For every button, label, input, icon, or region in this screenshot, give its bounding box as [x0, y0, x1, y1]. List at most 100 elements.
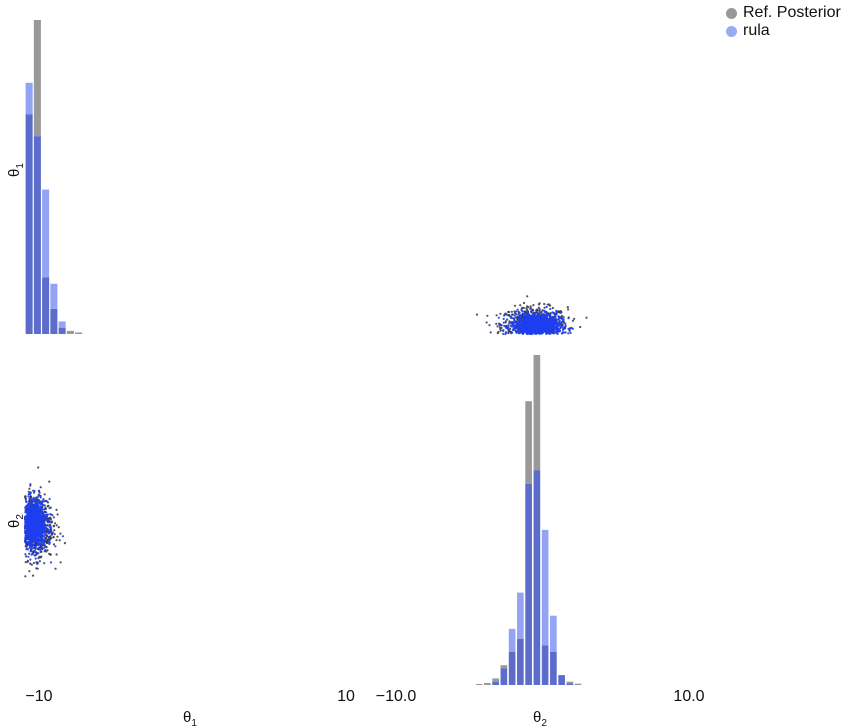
scatter-point-rula: [520, 323, 523, 326]
x-tick-label: 10: [337, 688, 355, 705]
scatter-point-rula: [567, 317, 570, 320]
scatter-point-ref-posterior: [496, 332, 499, 335]
scatter-point-rula: [36, 510, 39, 513]
scatter-point-rula: [25, 544, 28, 547]
scatter-point-rula: [537, 319, 541, 322]
scatter-point-ref-posterior: [29, 562, 32, 565]
scatter-point-rula: [535, 322, 538, 325]
scatter-point-rula: [31, 543, 34, 546]
x-tick-label: −10: [25, 688, 52, 705]
scatter-point-rula: [513, 321, 516, 324]
scatter-point-rula: [30, 544, 33, 548]
scatter-point-ref-posterior: [507, 314, 510, 317]
scatter-point-rula: [34, 557, 37, 560]
scatter-point-rula: [39, 546, 42, 549]
scatter-point-rula: [37, 494, 40, 497]
scatter-point-rula: [34, 546, 37, 549]
scatter-point-rula: [560, 325, 564, 328]
scatter-point-rula: [32, 547, 35, 550]
scatter-point-rula: [519, 313, 523, 317]
scatter-point-rula: [25, 538, 28, 541]
scatter-point-rula: [48, 541, 51, 544]
scatter-point-rula: [34, 504, 37, 507]
theta2-theta1-scatter: [23, 466, 66, 578]
legend-label: Ref. Posterior: [743, 4, 841, 21]
scatter-point-rula: [25, 527, 28, 530]
scatter-point-rula: [44, 530, 47, 534]
scatter-point-rula: [45, 511, 48, 514]
x-axis-label-theta2: θ2: [533, 709, 547, 728]
scatter-point-rula: [39, 549, 42, 553]
scatter-point-rula: [516, 308, 519, 311]
scatter-point-rula: [550, 331, 554, 334]
scatter-point-rula: [47, 517, 51, 520]
scatter-point-rula: [35, 499, 38, 502]
scatter-point-rula: [24, 506, 27, 509]
scatter-point-rula: [538, 308, 541, 311]
scatter-point-rula: [502, 321, 505, 324]
scatter-point-rula: [30, 524, 33, 527]
histogram-bar-ref-posterior: [574, 683, 582, 685]
scatter-point-rula: [39, 536, 42, 539]
scatter-point-rula: [557, 329, 560, 332]
scatter-point-rula: [521, 312, 524, 315]
scatter-point-rula: [546, 320, 549, 323]
scatter-point-rula: [550, 324, 553, 328]
scatter-point-rula: [549, 307, 552, 311]
scatter-point-rula: [528, 328, 531, 331]
scatter-point-rula: [41, 530, 45, 533]
scatter-point-rula: [38, 548, 41, 551]
scatter-point-rula: [28, 546, 31, 549]
scatter-point-rula: [543, 311, 546, 314]
scatter-point-ref-posterior: [31, 574, 35, 577]
scatter-point-ref-posterior: [499, 312, 502, 315]
scatter-point-rula: [557, 315, 560, 318]
scatter-point-rula: [37, 498, 40, 502]
scatter-point-rula: [553, 323, 556, 326]
scatter-point-rula: [542, 313, 545, 317]
scatter-point-rula: [555, 318, 558, 321]
y-axis-label-theta1: θ1: [6, 163, 26, 177]
scatter-point-rula: [36, 562, 39, 565]
scatter-point-rula: [525, 329, 528, 332]
scatter-point-ref-posterior: [538, 302, 541, 305]
histogram-bar-ref-posterior: [492, 678, 499, 682]
scatter-point-rula: [39, 494, 42, 497]
scatter-point-rula: [51, 533, 54, 536]
scatter-point-rula: [28, 497, 31, 500]
x-axis-label-theta1: θ1: [183, 709, 197, 728]
scatter-point-rula: [533, 325, 536, 328]
scatter-point-rula: [529, 320, 532, 323]
scatter-point-rula: [26, 533, 30, 536]
scatter-point-rula: [33, 518, 36, 522]
scatter-point-ref-posterior: [55, 539, 58, 542]
scatter-point-rula: [46, 524, 50, 527]
scatter-point-rula: [515, 310, 518, 313]
scatter-point-rula: [534, 318, 537, 321]
scatter-point-rula: [25, 536, 28, 539]
scatter-point-ref-posterior: [549, 312, 552, 315]
scatter-point-rula: [39, 508, 42, 511]
scatter-point-rula: [536, 325, 540, 329]
scatter-point-ref-posterior: [510, 310, 513, 313]
scatter-point-rula: [35, 530, 38, 533]
scatter-point-rula: [34, 533, 37, 536]
scatter-point-rula: [43, 544, 47, 547]
scatter-point-rula: [35, 496, 38, 499]
scatter-point-rula: [29, 526, 32, 529]
scatter-point-rula: [513, 326, 516, 329]
scatter-point-rula: [555, 329, 558, 332]
scatter-point-rula: [544, 317, 547, 320]
scatter-point-ref-posterior: [536, 309, 539, 312]
scatter-point-ref-posterior: [39, 486, 42, 489]
scatter-point-rula: [43, 532, 46, 536]
legend-marker: [726, 7, 737, 19]
scatter-point-rula: [25, 520, 28, 523]
scatter-point-rula: [33, 513, 36, 517]
scatter-point-rula: [41, 512, 44, 515]
scatter-point-rula: [508, 322, 511, 325]
scatter-point-rula: [541, 319, 544, 323]
scatter-point-rula: [29, 558, 32, 561]
x-tick-label: 10.0: [673, 688, 704, 705]
scatter-point-ref-posterior: [55, 508, 58, 511]
